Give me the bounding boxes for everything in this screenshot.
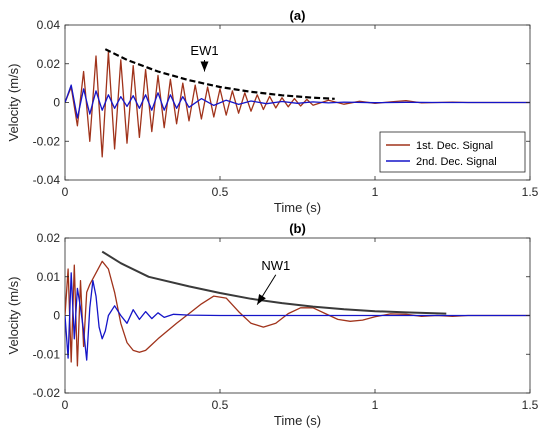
x-tick-label: 0 bbox=[62, 398, 69, 412]
x-tick-label: 1.5 bbox=[522, 185, 539, 199]
series-line-envelope-1 bbox=[65, 272, 530, 361]
y-tick-label: -0.01 bbox=[33, 347, 61, 361]
y-tick-label: -0.04 bbox=[33, 173, 61, 187]
y-tick-label: 0.02 bbox=[37, 57, 61, 71]
series-line-envelope-2 bbox=[101, 250, 447, 315]
y-tick-label: -0.02 bbox=[33, 134, 61, 148]
y-axis-label: Velocity (m/s) bbox=[6, 276, 21, 354]
y-tick-label: 0.04 bbox=[37, 18, 61, 32]
series-line-envelope-2 bbox=[104, 48, 335, 100]
legend-box bbox=[379, 131, 526, 173]
chart-panel-b: 0 0.5 1 1.5 -0.02 -0.01 0 0.01 0.02 (b) Time (s) Ve… bbox=[6, 221, 539, 428]
x-tick-label: 1 bbox=[372, 185, 379, 199]
series-group bbox=[65, 250, 530, 367]
annotation-arrow-head bbox=[200, 61, 209, 72]
annotation-label: NW1 bbox=[261, 258, 290, 273]
chart-panel-a: 0 0.5 1 1.5 -0.04 -0.02 0 0.02 0.04 (a) Time (s) Ve… bbox=[6, 8, 539, 215]
x-tick-label: 0 bbox=[62, 185, 69, 199]
series-line-2nd-dec-signal bbox=[65, 84, 530, 119]
y-tick-label: 0.01 bbox=[37, 270, 61, 284]
y-tick-label: 0 bbox=[53, 96, 60, 110]
legend: 1st. Dec. Signal 2nd. Dec. Signal bbox=[379, 131, 526, 173]
x-tick-label: 1.5 bbox=[522, 398, 539, 412]
x-tick-label: 0.5 bbox=[212, 398, 229, 412]
y-tick-label: 0.02 bbox=[37, 231, 61, 245]
chart-title: (b) bbox=[289, 221, 306, 236]
chart-title: (a) bbox=[290, 8, 306, 23]
x-axis-label: Time (s) bbox=[274, 413, 321, 428]
series-group bbox=[65, 48, 530, 158]
x-axis-label: Time (s) bbox=[274, 200, 321, 215]
y-tick-label: -0.02 bbox=[33, 386, 61, 400]
legend-label: 1st. Dec. Signal bbox=[416, 140, 493, 152]
y-tick-label: 0 bbox=[53, 309, 60, 323]
x-tick-label: 1 bbox=[372, 398, 379, 412]
legend-label: 2nd. Dec. Signal bbox=[416, 156, 497, 168]
annotation-label: EW1 bbox=[190, 43, 218, 58]
annotation-arrow-head bbox=[257, 294, 266, 305]
x-tick-label: 0.5 bbox=[212, 185, 229, 199]
y-axis-label: Velocity (m/s) bbox=[6, 63, 21, 141]
